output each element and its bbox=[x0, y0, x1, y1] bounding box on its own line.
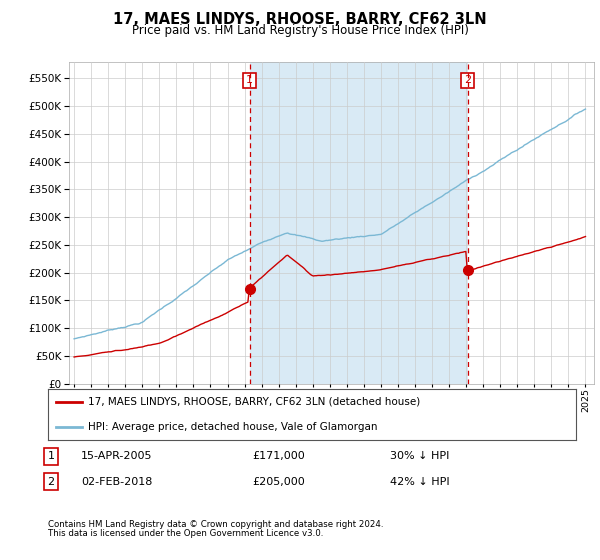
Text: 2: 2 bbox=[47, 477, 55, 487]
Text: 42% ↓ HPI: 42% ↓ HPI bbox=[390, 477, 449, 487]
Text: 17, MAES LINDYS, RHOOSE, BARRY, CF62 3LN (detached house): 17, MAES LINDYS, RHOOSE, BARRY, CF62 3LN… bbox=[88, 397, 420, 407]
Text: Price paid vs. HM Land Registry's House Price Index (HPI): Price paid vs. HM Land Registry's House … bbox=[131, 24, 469, 36]
Text: HPI: Average price, detached house, Vale of Glamorgan: HPI: Average price, detached house, Vale… bbox=[88, 422, 377, 432]
Text: £171,000: £171,000 bbox=[252, 451, 305, 461]
Text: 1: 1 bbox=[246, 76, 253, 86]
Text: This data is licensed under the Open Government Licence v3.0.: This data is licensed under the Open Gov… bbox=[48, 529, 323, 538]
Text: 30% ↓ HPI: 30% ↓ HPI bbox=[390, 451, 449, 461]
Text: 17, MAES LINDYS, RHOOSE, BARRY, CF62 3LN: 17, MAES LINDYS, RHOOSE, BARRY, CF62 3LN bbox=[113, 12, 487, 27]
Text: 1: 1 bbox=[47, 451, 55, 461]
Bar bbox=[250, 62, 467, 384]
Text: 15-APR-2005: 15-APR-2005 bbox=[81, 451, 152, 461]
Text: Contains HM Land Registry data © Crown copyright and database right 2024.: Contains HM Land Registry data © Crown c… bbox=[48, 520, 383, 529]
Text: 02-FEB-2018: 02-FEB-2018 bbox=[81, 477, 152, 487]
Text: 2: 2 bbox=[464, 76, 471, 86]
Text: £205,000: £205,000 bbox=[252, 477, 305, 487]
